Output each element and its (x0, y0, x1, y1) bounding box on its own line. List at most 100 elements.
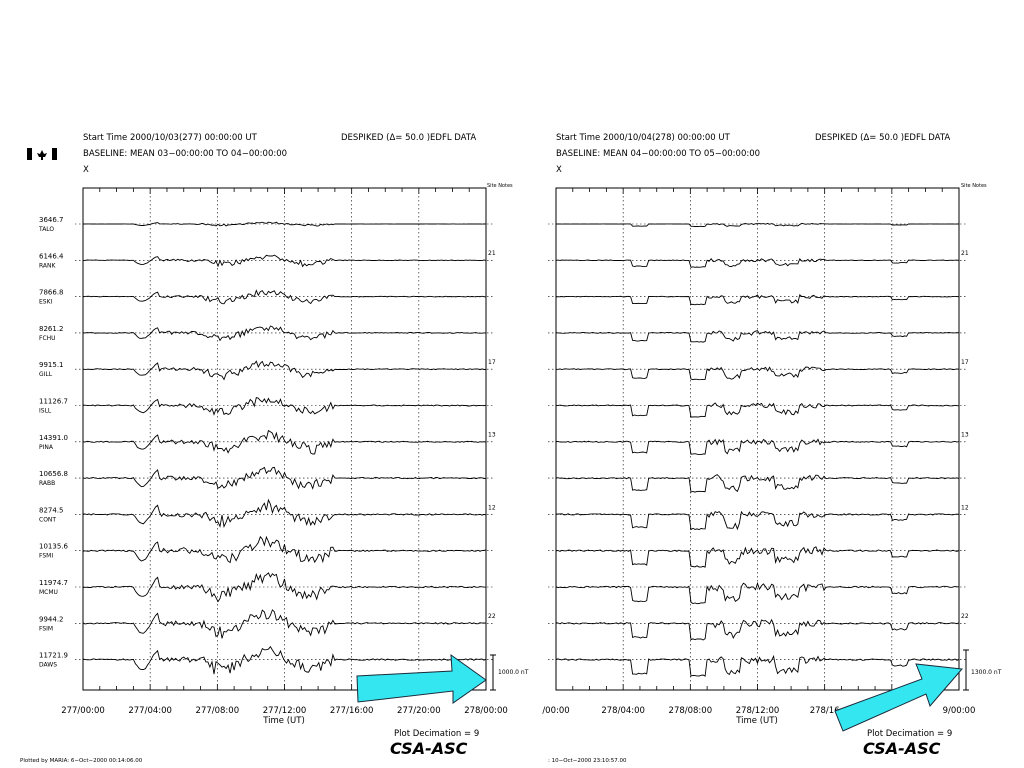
left-title: Start Time 2000/10/03(277) 00:00:00 UT (83, 133, 258, 143)
station-value: 6146.4 (39, 252, 64, 260)
right-despiked: DESPIKED (Δ= 50.0 )EDFL DATA (815, 133, 950, 143)
left-despiked: DESPIKED (Δ= 50.0 )EDFL DATA (341, 133, 476, 143)
left-xlabel: Time (UT) (262, 716, 305, 726)
x-tick-label: 277/08:00 (196, 706, 240, 716)
site-note: 17 (961, 359, 969, 366)
station-trace (556, 438, 960, 456)
site-note: 12 (488, 504, 496, 511)
station-trace (82, 397, 487, 416)
station-trace (555, 618, 960, 641)
site-note: 22 (961, 613, 969, 620)
station-name: PINA (39, 444, 54, 451)
station-trace (555, 654, 960, 677)
station-value: 9944.2 (39, 615, 64, 623)
station-name: FCHU (39, 335, 56, 342)
left-component: X (83, 165, 89, 175)
station-trace (555, 546, 960, 568)
station-value: 7866.8 (39, 289, 64, 297)
station-value: 3646.7 (39, 216, 64, 224)
station-name: MCMU (39, 589, 58, 596)
canada-flag-icon (27, 148, 57, 160)
x-tick-label: 278/16 (810, 706, 840, 716)
x-tick-label: 277/20:00 (397, 706, 441, 716)
x-tick-label: 278/00:00 (464, 706, 508, 716)
station-trace (83, 221, 487, 227)
right-arrow-up-right-icon (834, 663, 964, 732)
station-trace (555, 366, 960, 381)
left-footer: Plotted by MARIA: 6−Oct−2000 00:14:06.00 (20, 758, 143, 764)
x-tick-label: 278/12:00 (736, 706, 780, 716)
station-trace (555, 330, 960, 343)
right-title: Start Time 2000/10/04(278) 00:00:00 UT (556, 133, 731, 143)
x-tick-label: 278/04:00 (601, 706, 645, 716)
station-trace (82, 498, 487, 528)
left-logo: CSA-ASC (390, 739, 468, 758)
right-site-notes-label: Site Notes (961, 183, 987, 189)
right-scale-label: 1300.0 nT (971, 669, 1002, 676)
site-note: 22 (488, 613, 496, 620)
station-value: 10135.6 (39, 543, 68, 551)
right-xlabel: Time (UT) (735, 716, 778, 726)
station-trace (555, 474, 960, 493)
x-tick-label: 277/12:00 (263, 706, 307, 716)
station-value: 11721.9 (39, 652, 68, 660)
station-name: CONT (39, 516, 56, 523)
station-trace (82, 572, 487, 603)
right-scale-bar (963, 649, 969, 691)
station-trace (82, 429, 487, 455)
site-note: 13 (488, 432, 496, 439)
right-plot-decimation: Plot Decimation = 9 (867, 729, 952, 739)
site-note: 21 (488, 250, 496, 257)
left-plot-area (82, 187, 487, 691)
site-note: 13 (961, 432, 969, 439)
station-name: ISLL (39, 408, 52, 415)
site-note: 17 (488, 359, 496, 366)
station-value: 14391.0 (39, 434, 68, 442)
x-tick-label: 278/08:00 (669, 706, 713, 716)
site-note: 12 (961, 504, 969, 511)
site-note: 21 (961, 250, 969, 257)
station-trace (82, 535, 487, 564)
right-footer: : 10−Oct−2000 23:10:57.00 (548, 758, 627, 764)
station-value: 8274.5 (39, 506, 64, 514)
left-scale-bar (490, 654, 496, 691)
x-tick-label: /00:00 (542, 706, 569, 716)
station-trace (82, 466, 487, 490)
station-name: RABB (39, 480, 55, 487)
station-name: GILL (39, 371, 53, 378)
right-component: X (556, 165, 562, 175)
left-scale-label: 1000.0 nT (498, 669, 529, 676)
station-trace (555, 402, 960, 418)
station-trace (82, 609, 487, 639)
right-baseline: BASELINE: MEAN 04−00:00:00 TO 05−00:00:0… (556, 149, 760, 159)
station-value: 10656.8 (39, 470, 68, 478)
x-tick-label: 277/00:00 (61, 706, 105, 716)
station-trace (82, 645, 487, 675)
left-arrow-right-icon (356, 653, 487, 704)
station-trace (555, 293, 960, 306)
station-name: FSMI (39, 553, 53, 560)
station-name: DAWS (39, 662, 57, 669)
station-value: 11974.7 (39, 579, 68, 587)
station-name: ESKI (39, 299, 53, 306)
x-tick-label: 277/04:00 (128, 706, 172, 716)
station-name: RANK (39, 262, 57, 269)
station-trace (82, 360, 487, 381)
station-name: FSIM (39, 625, 53, 632)
station-value: 8261.2 (39, 325, 64, 333)
left-site-notes-label: Site Notes (487, 183, 513, 189)
x-tick-label: 9/00:00 (943, 706, 976, 716)
left-plot-decimation: Plot Decimation = 9 (394, 729, 479, 739)
station-value: 11126.7 (39, 398, 68, 406)
station-trace (555, 510, 960, 531)
station-trace (82, 325, 486, 342)
station-trace (556, 222, 960, 227)
station-trace (82, 289, 486, 305)
station-trace (555, 581, 959, 605)
left-baseline: BASELINE: MEAN 03−00:00:00 TO 04−00:00:0… (83, 149, 287, 159)
station-name: TALO (38, 226, 54, 233)
right-logo: CSA-ASC (863, 739, 941, 758)
station-value: 9915.1 (39, 361, 64, 369)
x-tick-label: 277/16:00 (330, 706, 374, 716)
